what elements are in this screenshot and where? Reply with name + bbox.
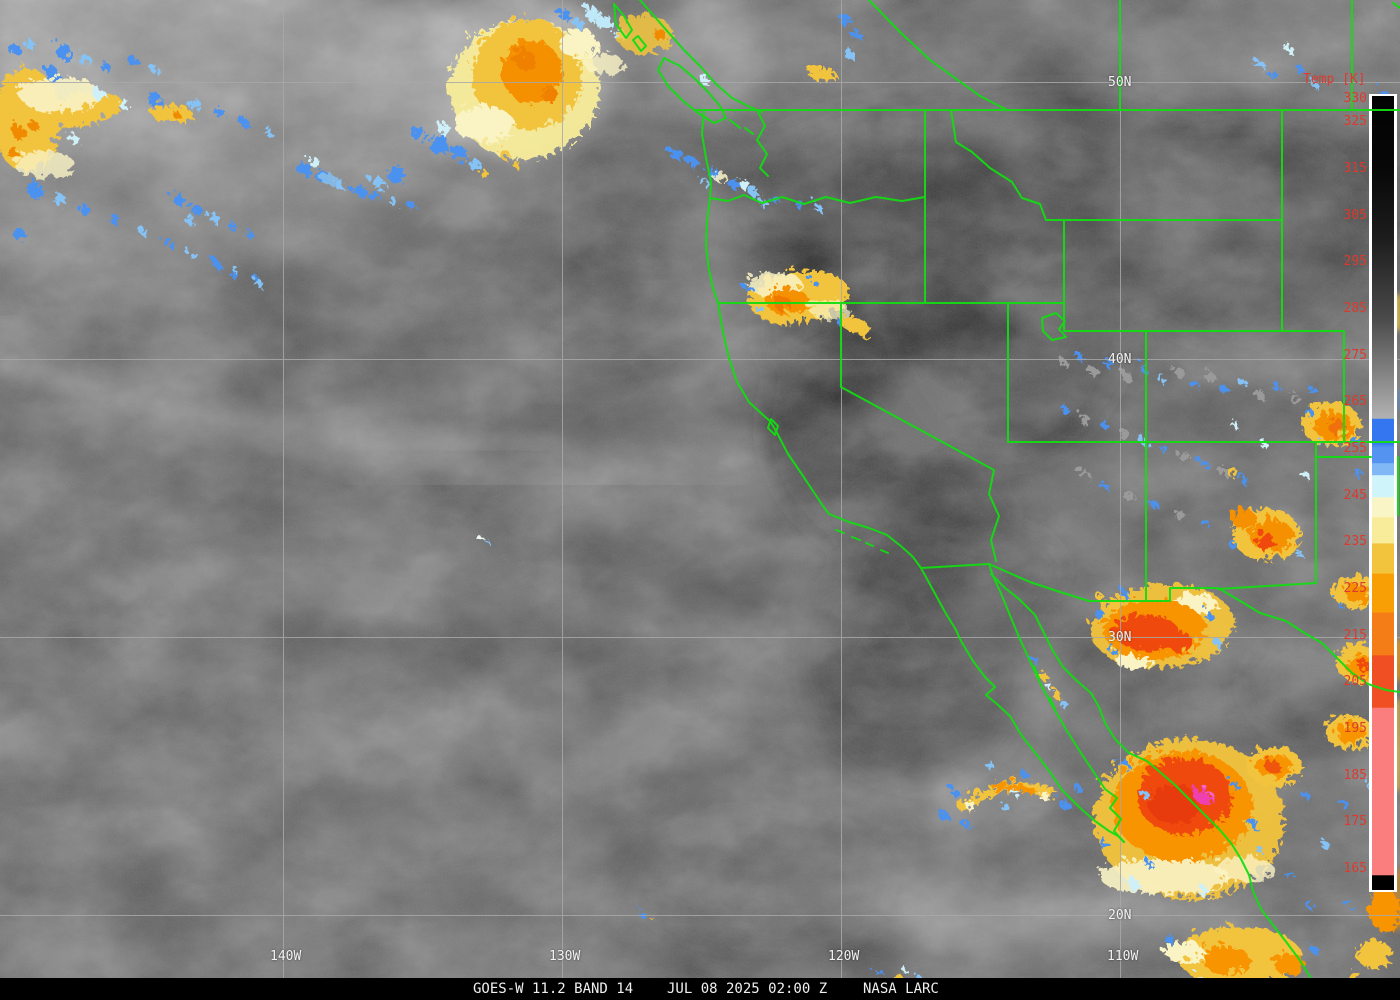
colorbar-tick-255: 255 (1343, 441, 1367, 456)
colorbar-tick-330: 330 (1343, 91, 1367, 106)
grid-lines (0, 0, 1400, 978)
colorbar-tick-295: 295 (1343, 254, 1367, 269)
channel-islands (835, 529, 889, 554)
caption-bar: GOES-W 11.2 BAND 14 JUL 08 2025 02:00 Z … (0, 978, 1400, 1000)
latitude-label-40n: 40N (1108, 352, 1132, 367)
corner-border-bit (1392, 2, 1400, 9)
colorbar-title: Temp [K] (1303, 72, 1366, 87)
caption-datetime: JUL 08 2025 02:00 Z (667, 981, 828, 997)
state-rectangles (1007, 219, 1400, 602)
san-francisco-bay (767, 418, 779, 436)
colorbar-tick-275: 275 (1343, 348, 1367, 363)
monsoon-speckles-rockies (1056, 348, 1374, 522)
colorbar-tick-205: 205 (1343, 674, 1367, 689)
convection-mexico-main (1090, 639, 1396, 978)
mexico-border (920, 563, 1219, 602)
longitude-label-110w: 110W (1107, 949, 1139, 964)
coastal-islands (613, 3, 754, 135)
longitude-label-130w: 130W (549, 949, 581, 964)
map-borders (613, 0, 1400, 978)
washington-coast-and-border (701, 111, 926, 205)
oregon-coast (705, 197, 719, 304)
cold-cloud-tops-northwest (0, 35, 269, 284)
great-salt-lake (1041, 312, 1067, 341)
california-coast (717, 302, 922, 569)
colorbar-gradient (1372, 96, 1394, 890)
mexico-mainland-coast (990, 573, 1312, 978)
california-nevada-border (840, 302, 1000, 562)
oregon-cold-cloud (741, 266, 866, 334)
colorbar-tick-325: 325 (1343, 114, 1367, 129)
disturbance-west-of-baja (871, 651, 1079, 978)
colorbar-tick-285: 285 (1343, 301, 1367, 316)
idaho-montana-border (950, 109, 1065, 221)
colorbar (1369, 94, 1397, 892)
latitude-label-30n: 30N (1108, 630, 1132, 645)
convection-sonora-border (1086, 579, 1230, 665)
colorbar-tick-265: 265 (1343, 394, 1367, 409)
colorbar-tick-165: 165 (1343, 861, 1367, 876)
bc-coastline (639, 0, 763, 113)
longitude-label-140w: 140W (270, 949, 302, 964)
puget-sound (756, 111, 769, 177)
colorbar-tick-175: 175 (1343, 814, 1367, 829)
colorbar-tick-315: 315 (1343, 161, 1367, 176)
colorbar-tick-225: 225 (1343, 581, 1367, 596)
colorbar-tick-215: 215 (1343, 628, 1367, 643)
latitude-label-20n: 20N (1108, 908, 1132, 923)
convective-cells-southwest (1223, 398, 1376, 604)
caption-credit: NASA LARC (863, 981, 939, 997)
colorbar-tick-305: 305 (1343, 208, 1367, 223)
province-borders (868, 0, 1353, 221)
colorbar-tick-195: 195 (1343, 721, 1367, 736)
caption-product: GOES-W 11.2 BAND 14 (473, 981, 634, 997)
rio-grande (1217, 587, 1400, 693)
colorbar-tick-245: 245 (1343, 488, 1367, 503)
colorbar-tick-185: 185 (1343, 768, 1367, 783)
ocean-blue-speckle-clusters (169, 41, 1384, 917)
gulf-islands (1033, 665, 1056, 710)
longitude-label-120w: 120W (828, 949, 860, 964)
colorbar-tick-235: 235 (1343, 534, 1367, 549)
baja-east-coast (988, 563, 1125, 843)
cold-front-band-top-center (353, 3, 857, 193)
vancouver-island (657, 57, 727, 124)
latitude-label-50n: 50N (1108, 75, 1132, 90)
baja-west-coast (920, 567, 1125, 843)
satellite-map (0, 0, 1400, 978)
